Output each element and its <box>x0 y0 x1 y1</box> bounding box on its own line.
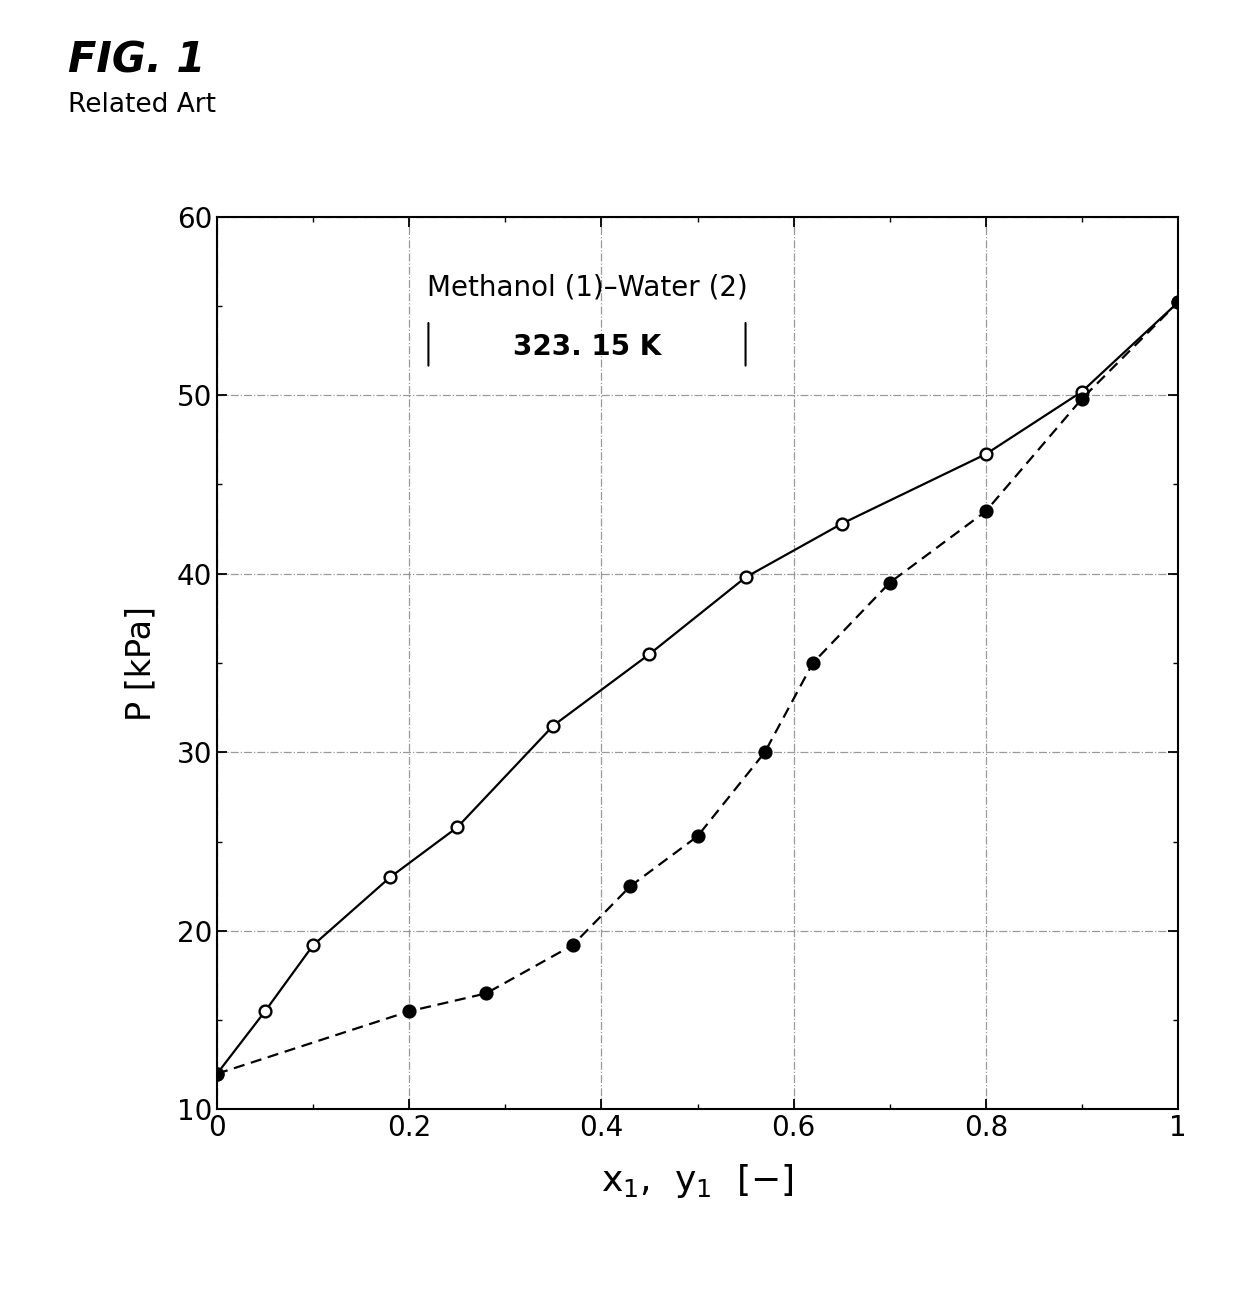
Text: FIG. 1: FIG. 1 <box>68 39 206 81</box>
Text: 323. 15 K: 323. 15 K <box>513 332 661 361</box>
Y-axis label: P [kPa]: P [kPa] <box>124 605 157 721</box>
Text: Methanol (1)–Water (2): Methanol (1)–Water (2) <box>427 274 748 302</box>
Text: Related Art: Related Art <box>68 92 216 118</box>
X-axis label: x$_1$,  y$_1$  [−]: x$_1$, y$_1$ [−] <box>601 1162 794 1200</box>
